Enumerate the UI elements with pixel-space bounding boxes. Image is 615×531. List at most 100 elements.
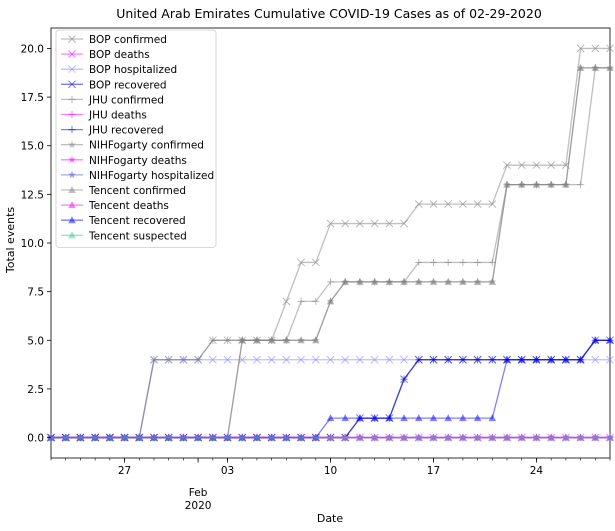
data-point — [429, 356, 438, 364]
data-point — [267, 355, 276, 364]
data-point — [503, 433, 511, 441]
data-point — [385, 433, 394, 441]
data-point — [444, 200, 453, 209]
data-point — [562, 355, 570, 363]
data-point — [576, 44, 585, 53]
legend-marker — [68, 110, 76, 119]
data-point — [576, 355, 585, 363]
data-point — [311, 258, 320, 267]
data-point — [517, 355, 526, 363]
data-point — [474, 356, 482, 364]
data-point — [459, 356, 467, 364]
data-point — [238, 433, 247, 441]
data-point — [576, 433, 585, 441]
legend-entry: NIHFogarty confirmed — [61, 140, 204, 152]
legend-label: JHU confirmed — [88, 94, 164, 106]
data-point — [503, 355, 511, 363]
data-point — [532, 433, 541, 441]
data-point — [326, 355, 335, 364]
legend-marker — [68, 50, 76, 59]
data-point — [606, 44, 614, 53]
y-tick-label: 15.0 — [21, 141, 44, 153]
data-point — [414, 414, 423, 422]
data-point — [488, 356, 496, 364]
legend-entry: BOP deaths — [61, 49, 150, 61]
data-point — [311, 433, 320, 441]
legend-entry: Tencent suspected — [61, 230, 187, 242]
data-point — [547, 161, 556, 170]
legend-entry: BOP recovered — [61, 79, 167, 91]
legend-entry: NIHFogarty deaths — [61, 155, 187, 167]
data-point — [606, 433, 614, 441]
data-point — [532, 355, 541, 363]
data-point — [209, 336, 217, 344]
data-point — [385, 277, 394, 285]
y-tick-label: 5.0 — [27, 335, 44, 347]
data-point — [61, 433, 70, 441]
data-point — [297, 355, 306, 364]
data-point — [47, 433, 55, 441]
legend-marker — [68, 126, 76, 134]
x-month-label: Feb — [189, 487, 208, 499]
data-point — [444, 258, 452, 267]
data-point — [503, 161, 511, 170]
data-point — [267, 336, 276, 344]
data-point — [253, 433, 261, 441]
legend-label: NIHFogarty confirmed — [89, 140, 204, 152]
data-point — [370, 277, 379, 285]
data-point — [370, 219, 379, 228]
data-point — [576, 181, 585, 189]
chart-title: United Arab Emirates Cumulative COVID-19… — [116, 6, 542, 21]
data-point — [488, 277, 497, 285]
data-point — [488, 433, 497, 441]
data-point — [370, 433, 379, 441]
data-point — [326, 278, 335, 286]
legend-entry: NIHFogarty hospitalized — [61, 170, 214, 182]
data-point — [473, 200, 482, 209]
data-point — [459, 277, 467, 285]
data-point — [473, 277, 482, 285]
data-point — [223, 433, 232, 441]
data-point — [341, 355, 350, 364]
data-point — [415, 258, 423, 267]
legend-marker — [68, 231, 76, 239]
legend-marker — [68, 95, 76, 103]
data-point — [355, 219, 364, 228]
legend-entry: BOP confirmed — [61, 34, 167, 46]
data-point — [400, 219, 409, 228]
x-tick-label: 03 — [221, 465, 234, 477]
legend-label: Tencent suspected — [88, 230, 187, 242]
data-point — [341, 433, 350, 441]
data-point — [429, 277, 438, 285]
legend-label: Tencent deaths — [88, 200, 169, 212]
data-point — [150, 356, 158, 364]
data-point — [414, 277, 423, 285]
data-point — [355, 355, 364, 364]
data-point — [503, 180, 511, 188]
data-point — [606, 355, 614, 364]
data-point — [547, 355, 555, 363]
x-tick-label: 10 — [324, 465, 337, 477]
data-point — [400, 355, 409, 364]
data-point — [370, 414, 379, 422]
legend-label: NIHFogarty deaths — [89, 155, 187, 167]
data-point — [517, 161, 526, 170]
data-point — [429, 200, 438, 209]
x-tick-label: 24 — [530, 465, 544, 477]
data-point — [444, 414, 452, 422]
y-tick-label: 12.5 — [21, 189, 44, 201]
data-point — [385, 219, 394, 228]
legend-marker — [68, 80, 76, 89]
data-point — [429, 433, 438, 441]
data-point — [591, 63, 600, 71]
legend-entry: Tencent recovered — [61, 215, 186, 227]
data-point — [606, 336, 614, 344]
data-point — [414, 433, 423, 441]
y-tick-label: 7.5 — [27, 287, 44, 299]
data-point — [385, 355, 394, 364]
legend-entry: Tencent deaths — [61, 200, 169, 212]
data-point — [165, 356, 173, 364]
data-point — [341, 219, 350, 228]
